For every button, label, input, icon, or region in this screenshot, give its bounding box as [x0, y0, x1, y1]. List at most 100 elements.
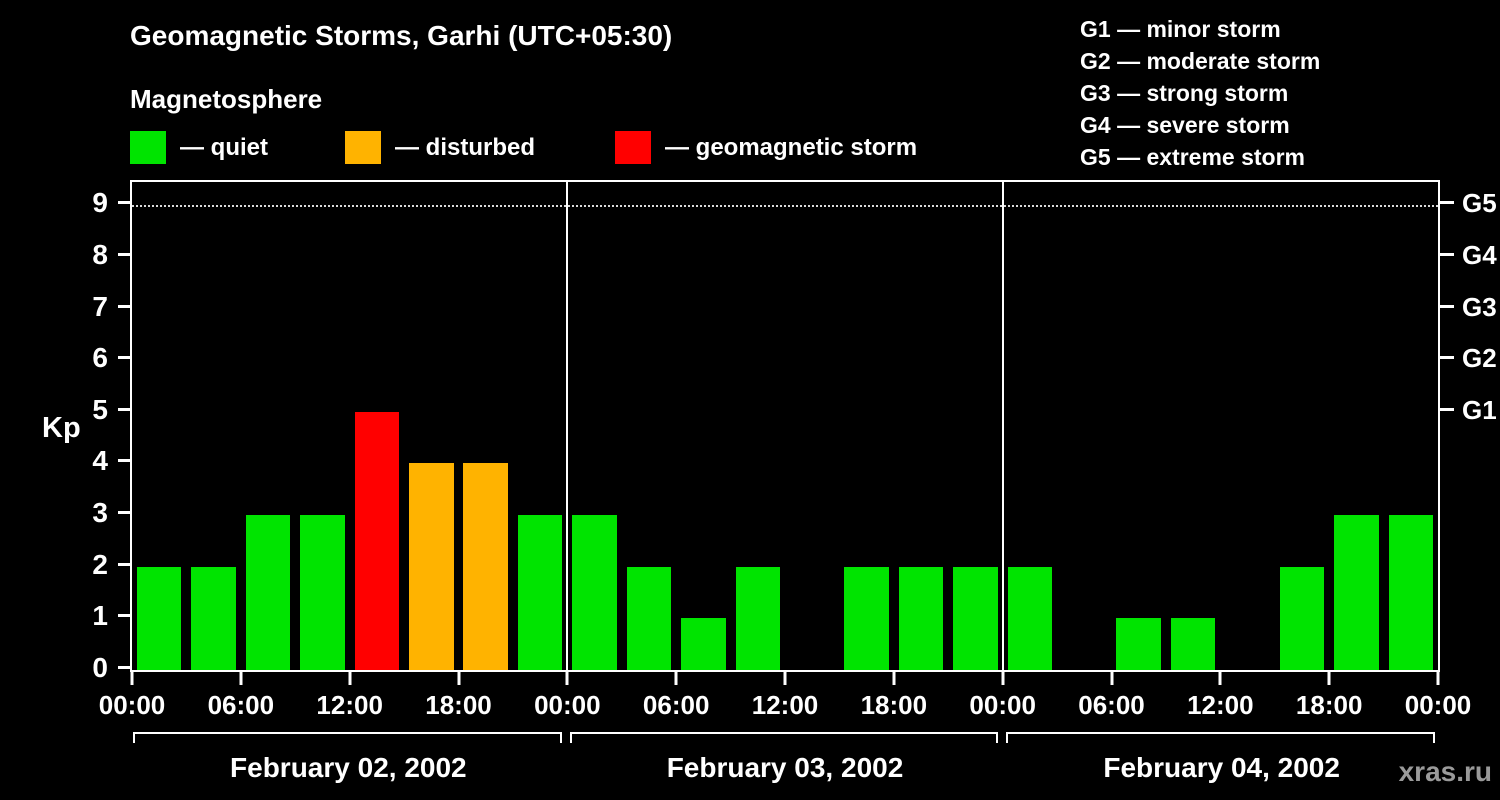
- watermark: xras.ru: [1398, 756, 1492, 787]
- x-tick: [565, 672, 569, 685]
- g-scale-label: G3: [1462, 291, 1497, 322]
- y-tick: [118, 459, 132, 463]
- x-tick-label: 00:00: [98, 690, 166, 720]
- legend-item-quiet: — quiet: [130, 131, 268, 164]
- day-separator: [1001, 182, 1004, 670]
- x-axis-labels: 00:00 06:00 12:00 18:00 00:00 06:00 12:00 18:00…: [99, 690, 1472, 724]
- g-scale-label: G4: [1462, 239, 1497, 270]
- x-tick-label: 12:00: [316, 690, 383, 720]
- kp-bar: [354, 411, 400, 670]
- day-date-label: February 03, 2002: [666, 752, 904, 783]
- x-tick-label: 12:00: [1187, 690, 1254, 720]
- kp-bar: [191, 566, 236, 670]
- storm-color-swatch: [615, 131, 651, 164]
- y-axis: 0 1 2 3 4 5 6 7 8 9: [0, 180, 132, 683]
- y-tick-label: 5: [92, 393, 108, 425]
- x-tick: [1436, 672, 1440, 685]
- x-tick: [783, 672, 787, 685]
- x-tick: [892, 672, 896, 685]
- y-tick: [118, 304, 132, 308]
- legend-label-storm: — geomagnetic storm: [665, 133, 918, 161]
- x-tick: [674, 672, 678, 685]
- kp-bar: [681, 618, 726, 670]
- g4-legend-line: G4 — severe storm: [1080, 112, 1290, 138]
- x-tick-label: 00:00: [969, 690, 1036, 720]
- g2-legend-line: G2 — moderate storm: [1080, 48, 1321, 74]
- g-scale-label: G2: [1462, 343, 1497, 374]
- kp-bar: [844, 566, 889, 670]
- kp-bar: [245, 515, 291, 670]
- g1-legend-line: G1 — minor storm: [1080, 16, 1281, 42]
- x-tick-label: 18:00: [860, 690, 928, 720]
- x-tick: [1327, 672, 1331, 685]
- y-tick-label: 2: [92, 548, 108, 580]
- g-scale-label: G5: [1462, 188, 1497, 219]
- kp-bar: [463, 463, 508, 670]
- y-tick: [118, 511, 132, 515]
- right-axis-g-scale: G1 G2 G3 G4 G5: [1440, 180, 1500, 668]
- x-tick: [457, 672, 460, 685]
- y-tick: [118, 252, 132, 256]
- y-tick: [118, 614, 132, 618]
- day-footer: February 02, 2002 February 03, 2002 Februa…: [130, 732, 1440, 798]
- day-bracket: [569, 732, 999, 743]
- y-tick: [118, 562, 132, 566]
- g-scale-tick: [1440, 201, 1454, 205]
- plot-area: [130, 180, 1440, 672]
- kp-bar: [136, 566, 182, 670]
- kp-bar: [572, 515, 617, 670]
- legend-label-quiet: — quiet: [180, 133, 268, 161]
- y-tick-label: 0: [92, 652, 108, 683]
- y-tick: [118, 356, 132, 360]
- x-tick: [239, 672, 243, 685]
- x-tick: [348, 672, 352, 685]
- kp-bar: [517, 515, 563, 670]
- page-title: Geomagnetic Storms, Garhi (UTC+05:30): [130, 20, 673, 51]
- x-tick-label: 06:00: [1078, 690, 1145, 720]
- g-scale-tick: [1440, 304, 1454, 308]
- kp-bar: [953, 566, 998, 670]
- x-tick: [1001, 672, 1005, 685]
- y-tick-label: 6: [92, 342, 108, 374]
- kp-bar: [1170, 618, 1216, 670]
- disturbed-color-swatch: [345, 131, 381, 164]
- kp-bar: [300, 515, 345, 670]
- y-tick: [118, 666, 132, 669]
- x-tick-label: 00:00: [534, 690, 601, 720]
- g-scale-tick: [1440, 252, 1454, 256]
- x-axis-ticks: [130, 672, 1440, 686]
- y-tick-label: 9: [92, 187, 108, 219]
- day-separator: [566, 182, 569, 670]
- g-scale-label: G1: [1462, 394, 1497, 425]
- y-tick: [118, 201, 132, 205]
- g-scale-legend: G1 — minor storm G2 — moderate storm G3 …: [1080, 13, 1320, 173]
- kp-bar: [626, 566, 672, 670]
- g3-legend-line: G3 — strong storm: [1080, 80, 1289, 106]
- kp-bar: [1116, 618, 1161, 670]
- x-tick-label: 06:00: [207, 690, 275, 720]
- g5-legend-line: G5 — extreme storm: [1080, 144, 1305, 170]
- legend-item-storm: — geomagnetic storm: [615, 131, 917, 164]
- kp-bar: [409, 463, 454, 670]
- y-tick-label: 4: [92, 445, 108, 477]
- legend-label-disturbed: — disturbed: [395, 133, 536, 161]
- kp-bar: [1334, 515, 1379, 670]
- x-tick-label: 18:00: [425, 690, 492, 720]
- x-tick-label: 00:00: [1404, 690, 1472, 720]
- kp-bar: [735, 566, 781, 670]
- kp-bar: [1007, 566, 1053, 670]
- x-tick: [1218, 672, 1222, 685]
- x-tick: [130, 672, 134, 685]
- x-tick-label: 06:00: [642, 690, 710, 720]
- day-date-label: February 02, 2002: [230, 752, 467, 783]
- x-tick-label: 18:00: [1295, 690, 1363, 720]
- chart-subtitle: Magnetosphere: [130, 84, 323, 114]
- g-scale-tick: [1440, 407, 1454, 411]
- kp-bar: [1279, 566, 1325, 670]
- day-bracket: [133, 732, 562, 743]
- y-tick-label: 1: [92, 600, 108, 632]
- day-bracket: [1006, 732, 1435, 743]
- x-tick-label: 12:00: [751, 690, 819, 720]
- y-tick-label: 3: [92, 497, 108, 529]
- kp-bar: [1388, 515, 1434, 670]
